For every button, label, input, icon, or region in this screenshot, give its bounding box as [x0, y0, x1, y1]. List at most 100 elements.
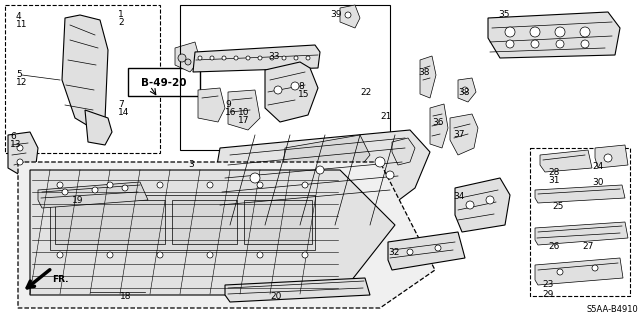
Circle shape — [258, 56, 262, 60]
Circle shape — [92, 187, 98, 193]
Text: 38: 38 — [458, 88, 470, 97]
Text: 1: 1 — [118, 10, 124, 19]
Circle shape — [250, 173, 260, 183]
Circle shape — [302, 252, 308, 258]
Text: 10: 10 — [238, 108, 250, 117]
Circle shape — [556, 40, 564, 48]
Circle shape — [274, 86, 282, 94]
Polygon shape — [8, 132, 38, 178]
Polygon shape — [225, 278, 370, 302]
Polygon shape — [280, 135, 370, 198]
Text: 21: 21 — [380, 112, 392, 121]
Polygon shape — [595, 145, 628, 168]
Text: 31: 31 — [548, 176, 559, 185]
Circle shape — [316, 166, 324, 174]
Circle shape — [270, 56, 274, 60]
Text: 8: 8 — [298, 82, 304, 91]
Text: 37: 37 — [453, 130, 465, 139]
Circle shape — [57, 252, 63, 258]
Text: 29: 29 — [542, 290, 554, 299]
Circle shape — [531, 40, 539, 48]
Text: 3: 3 — [188, 160, 194, 169]
Circle shape — [107, 182, 113, 188]
Text: 23: 23 — [542, 280, 554, 289]
Bar — [5, 5, 160, 153]
Text: 22: 22 — [360, 88, 371, 97]
Text: 38: 38 — [418, 68, 429, 77]
Circle shape — [62, 189, 68, 195]
Bar — [128, 68, 200, 96]
Circle shape — [17, 159, 23, 165]
Text: 16: 16 — [225, 108, 237, 117]
Polygon shape — [38, 182, 148, 208]
Circle shape — [210, 56, 214, 60]
Circle shape — [530, 27, 540, 37]
Polygon shape — [198, 88, 225, 122]
Circle shape — [198, 56, 202, 60]
Circle shape — [207, 252, 213, 258]
Polygon shape — [458, 78, 476, 102]
Polygon shape — [30, 170, 395, 295]
Circle shape — [604, 154, 612, 162]
Circle shape — [185, 59, 191, 65]
Polygon shape — [420, 56, 436, 98]
Text: 5: 5 — [16, 70, 22, 79]
Circle shape — [57, 182, 63, 188]
Polygon shape — [450, 114, 478, 155]
Circle shape — [386, 171, 394, 179]
Circle shape — [282, 56, 286, 60]
Circle shape — [345, 12, 351, 18]
Text: 15: 15 — [298, 90, 310, 99]
Circle shape — [157, 252, 163, 258]
Text: 28: 28 — [548, 168, 559, 177]
Text: 34: 34 — [453, 192, 465, 201]
Bar — [180, 5, 390, 150]
Circle shape — [407, 249, 413, 255]
Polygon shape — [388, 232, 465, 270]
Text: 32: 32 — [388, 248, 399, 257]
Text: 2: 2 — [118, 18, 124, 27]
Bar — [244, 200, 312, 244]
Text: 18: 18 — [120, 292, 131, 301]
Circle shape — [294, 56, 298, 60]
Text: 24: 24 — [592, 162, 604, 171]
Circle shape — [557, 269, 563, 275]
Text: 33: 33 — [268, 52, 280, 61]
Circle shape — [291, 82, 299, 90]
Text: 27: 27 — [582, 242, 593, 251]
Circle shape — [506, 40, 514, 48]
Text: 30: 30 — [592, 178, 604, 187]
Text: 35: 35 — [498, 10, 509, 19]
Circle shape — [234, 56, 238, 60]
Bar — [50, 195, 315, 250]
Text: S5AA-B4910: S5AA-B4910 — [586, 305, 638, 314]
Polygon shape — [540, 150, 592, 172]
Text: 9: 9 — [225, 100, 231, 109]
Text: 25: 25 — [552, 202, 563, 211]
Polygon shape — [535, 222, 628, 245]
Text: FR.: FR. — [52, 276, 68, 284]
Bar — [172, 200, 237, 244]
Text: 14: 14 — [118, 108, 129, 117]
Circle shape — [122, 185, 128, 191]
Circle shape — [246, 56, 250, 60]
Circle shape — [257, 182, 263, 188]
Text: 4: 4 — [16, 12, 22, 21]
Polygon shape — [18, 162, 435, 308]
Circle shape — [178, 54, 186, 62]
Circle shape — [486, 196, 494, 204]
Circle shape — [592, 265, 598, 271]
Text: 39: 39 — [330, 10, 342, 19]
Circle shape — [257, 252, 263, 258]
Text: 19: 19 — [72, 196, 83, 205]
Polygon shape — [535, 258, 623, 285]
Circle shape — [17, 145, 23, 151]
Text: 13: 13 — [10, 140, 22, 149]
Polygon shape — [430, 104, 448, 148]
Polygon shape — [340, 5, 360, 28]
Polygon shape — [175, 42, 200, 72]
Circle shape — [207, 182, 213, 188]
Text: 17: 17 — [238, 116, 250, 125]
Polygon shape — [62, 15, 108, 130]
Circle shape — [466, 201, 474, 209]
